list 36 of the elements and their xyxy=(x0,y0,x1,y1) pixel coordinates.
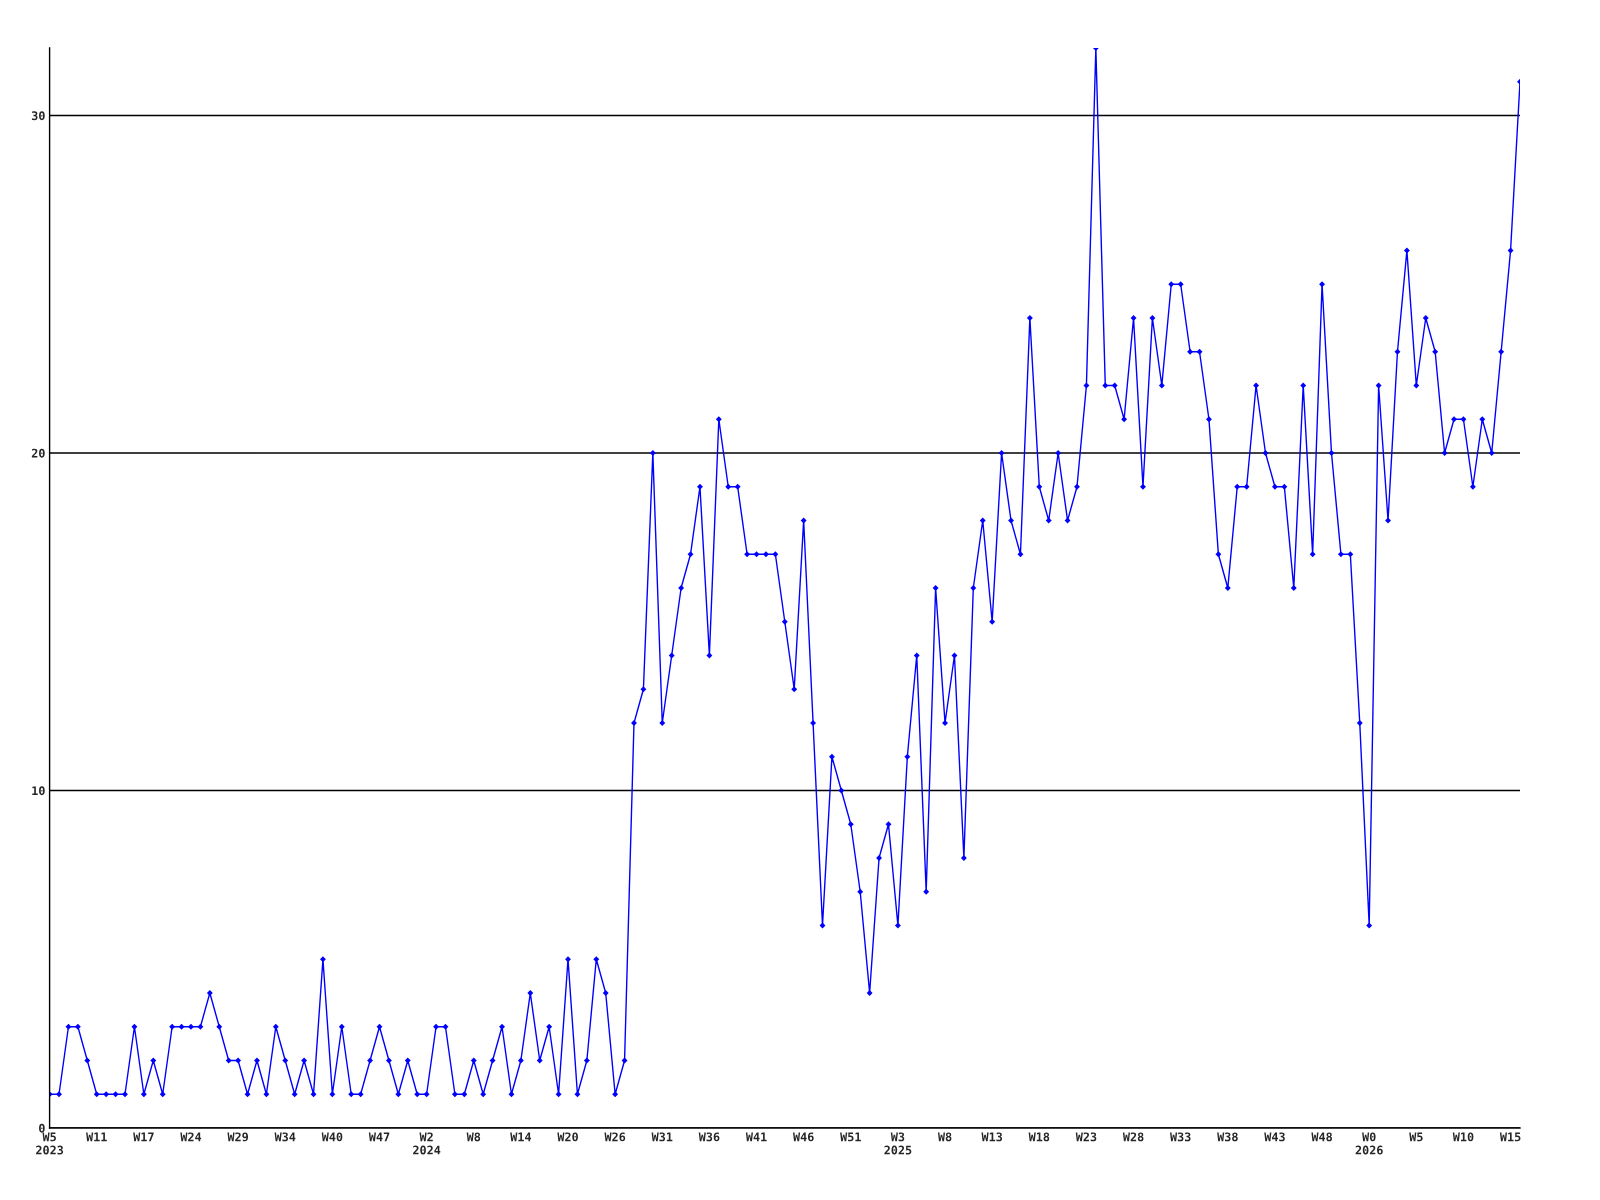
x-tick-label: W40 xyxy=(321,1132,343,1142)
x-tick-label: W8 xyxy=(937,1132,952,1142)
x-tick-label: W23 xyxy=(1075,1132,1097,1142)
x-tick-label: W46 xyxy=(792,1132,814,1142)
x-tick-label: W31 xyxy=(651,1132,673,1142)
x-tick-label: W24 xyxy=(180,1132,202,1142)
x-tick-label: W43 xyxy=(1264,1132,1285,1142)
x-tick-label: W17 xyxy=(133,1132,154,1142)
x-tick-label: W8 xyxy=(466,1132,481,1142)
x-tick-label: W15 xyxy=(1499,1132,1521,1142)
y-tick-label: 20 xyxy=(31,448,45,458)
x-tick-label: W11 xyxy=(86,1132,107,1142)
x-tick-label: W48 xyxy=(1311,1132,1332,1142)
y-tick-label: 0 xyxy=(39,1123,45,1133)
x-tick-label: W26 xyxy=(604,1132,626,1142)
x-tick-label: W3 2025 xyxy=(884,1132,912,1155)
x-tick-label: W51 xyxy=(840,1132,861,1142)
x-tick-label: W47 xyxy=(368,1132,390,1142)
x-tick-label: W28 xyxy=(1122,1132,1144,1142)
x-tick-label: W29 xyxy=(227,1132,249,1142)
x-tick-label: W34 xyxy=(274,1132,296,1142)
y-tick-label: 10 xyxy=(32,786,45,796)
x-tick-label: W33 xyxy=(1170,1132,1191,1142)
y-tick-label: 30 xyxy=(31,111,45,121)
x-tick-label: W41 xyxy=(745,1132,767,1142)
x-tick-label: W38 xyxy=(1217,1132,1238,1142)
x-tick-label: W5 2023 xyxy=(36,1132,64,1155)
x-tick-label: W2 2024 xyxy=(413,1132,441,1155)
x-tick-label: W13 xyxy=(981,1132,1003,1142)
x-tick-label: W5 xyxy=(1409,1132,1423,1142)
x-tick-label: W18 xyxy=(1028,1132,1050,1142)
x-tick-label: W10 xyxy=(1452,1132,1474,1142)
x-tick-label: W0 2026 xyxy=(1355,1132,1383,1155)
x-tick-label: W36 xyxy=(698,1132,720,1142)
x-tick-label: W20 xyxy=(557,1132,578,1142)
x-tick-label: W14 xyxy=(510,1132,532,1142)
